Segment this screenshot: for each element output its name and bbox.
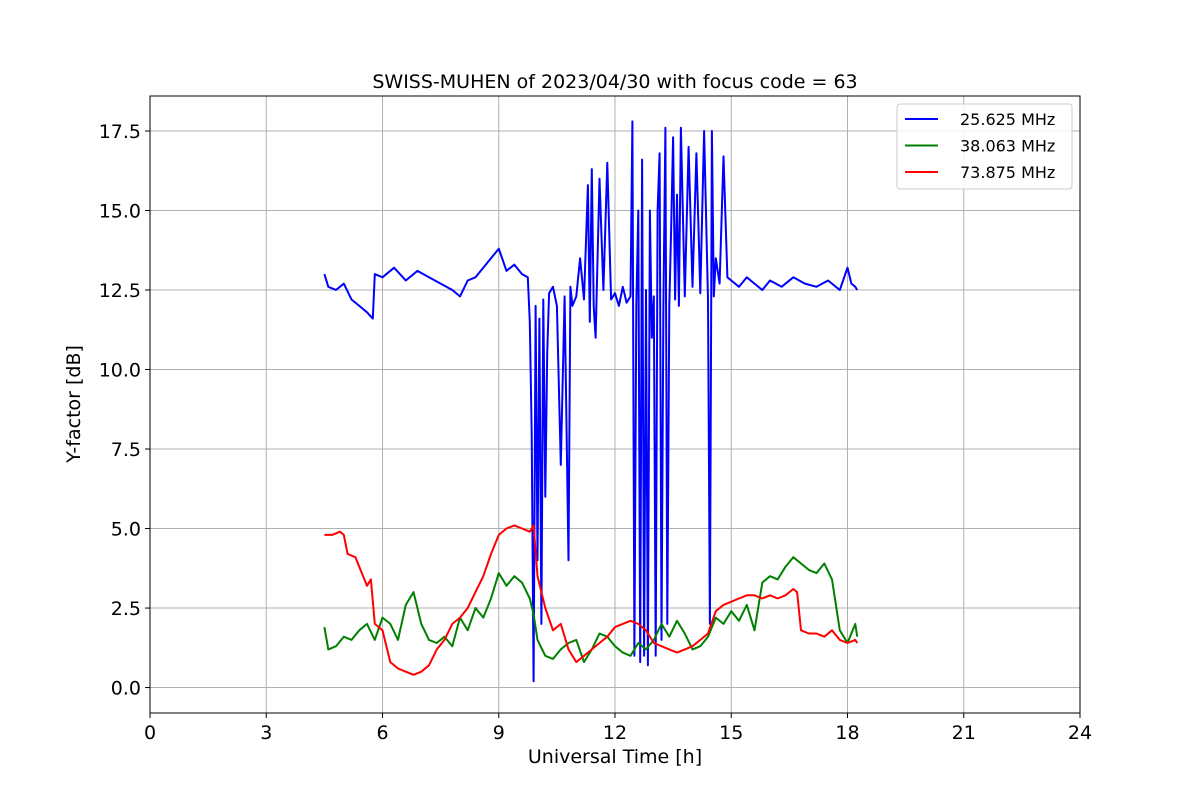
y-tick-label: 12.5	[99, 280, 141, 302]
x-axis: 0 3 6 9 12 15 18 21 24	[144, 713, 1092, 744]
y-axis: 0.0 2.5 5.0 7.5 10.0 12.5 15.0 17.5	[99, 121, 150, 700]
y-tick-label: 10.0	[99, 360, 141, 382]
legend-label-2: 73.875 MHz	[960, 163, 1055, 182]
x-tick-label: 15	[719, 722, 743, 744]
series-line-0	[323, 120, 859, 683]
legend: 25.625 MHz 38.063 MHz 73.875 MHz	[896, 103, 1073, 190]
y-tick-label: 17.5	[99, 121, 141, 143]
x-tick-label: 3	[260, 722, 272, 744]
x-tick-label: 18	[835, 722, 859, 744]
chart-title: SWISS-MUHEN of 2023/04/30 with focus cod…	[372, 71, 857, 93]
series-line-2	[324, 524, 859, 676]
legend-box	[896, 103, 1073, 190]
series-line-1	[323, 556, 859, 664]
x-tick-label: 0	[144, 722, 156, 744]
x-tick-label: 6	[376, 722, 388, 744]
y-tick-label: 15.0	[99, 200, 141, 222]
legend-label-1: 38.063 MHz	[960, 137, 1055, 156]
y-tick-label: 0.0	[111, 678, 141, 700]
series-layer	[323, 120, 859, 683]
y-tick-label: 2.5	[111, 598, 141, 620]
x-tick-label: 9	[493, 722, 505, 744]
legend-label-0: 25.625 MHz	[960, 110, 1055, 129]
x-tick-label: 24	[1068, 722, 1092, 744]
y-axis-label: Y-factor [dB]	[63, 345, 85, 464]
y-tick-label: 5.0	[111, 519, 141, 541]
y-tick-label: 7.5	[111, 439, 141, 461]
x-tick-label: 12	[603, 722, 627, 744]
x-axis-label: Universal Time [h]	[528, 746, 702, 768]
x-tick-label: 21	[952, 722, 976, 744]
